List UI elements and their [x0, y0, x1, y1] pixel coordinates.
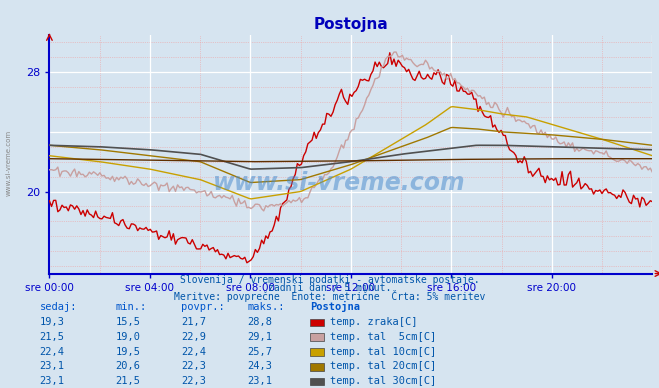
Text: 25,7: 25,7 [247, 346, 272, 357]
Text: 22,4: 22,4 [40, 346, 65, 357]
Text: 22,3: 22,3 [181, 361, 206, 371]
Text: temp. tal 30cm[C]: temp. tal 30cm[C] [330, 376, 436, 386]
Text: www.si-vreme.com: www.si-vreme.com [5, 130, 11, 196]
Text: 21,5: 21,5 [115, 376, 140, 386]
Text: temp. zraka[C]: temp. zraka[C] [330, 317, 417, 327]
Text: 19,3: 19,3 [40, 317, 65, 327]
Text: sedaj:: sedaj: [40, 302, 77, 312]
Text: 28,8: 28,8 [247, 317, 272, 327]
Text: 21,5: 21,5 [40, 332, 65, 342]
Text: 19,5: 19,5 [115, 346, 140, 357]
Text: 23,1: 23,1 [247, 376, 272, 386]
Text: povpr.:: povpr.: [181, 302, 225, 312]
Text: 23,1: 23,1 [40, 376, 65, 386]
Text: 23,1: 23,1 [40, 361, 65, 371]
Text: Slovenija / vremenski podatki - avtomatske postaje.: Slovenija / vremenski podatki - avtomats… [180, 275, 479, 285]
Text: www.si-vreme.com: www.si-vreme.com [213, 171, 465, 195]
Title: Postojna: Postojna [314, 17, 388, 32]
Text: 15,5: 15,5 [115, 317, 140, 327]
Text: 21,7: 21,7 [181, 317, 206, 327]
Text: temp. tal 20cm[C]: temp. tal 20cm[C] [330, 361, 436, 371]
Text: 19,0: 19,0 [115, 332, 140, 342]
Text: maks.:: maks.: [247, 302, 285, 312]
Text: 22,9: 22,9 [181, 332, 206, 342]
Text: min.:: min.: [115, 302, 146, 312]
Text: Postojna: Postojna [310, 301, 360, 312]
Text: 22,3: 22,3 [181, 376, 206, 386]
Text: Meritve: povprečne  Enote: metrične  Črta: 5% meritev: Meritve: povprečne Enote: metrične Črta:… [174, 289, 485, 301]
Text: 22,4: 22,4 [181, 346, 206, 357]
Text: temp. tal 10cm[C]: temp. tal 10cm[C] [330, 346, 436, 357]
Text: 24,3: 24,3 [247, 361, 272, 371]
Text: temp. tal  5cm[C]: temp. tal 5cm[C] [330, 332, 436, 342]
Text: 20,6: 20,6 [115, 361, 140, 371]
Text: 29,1: 29,1 [247, 332, 272, 342]
Text: zadnji dan / 5 minut.: zadnji dan / 5 minut. [268, 283, 391, 293]
